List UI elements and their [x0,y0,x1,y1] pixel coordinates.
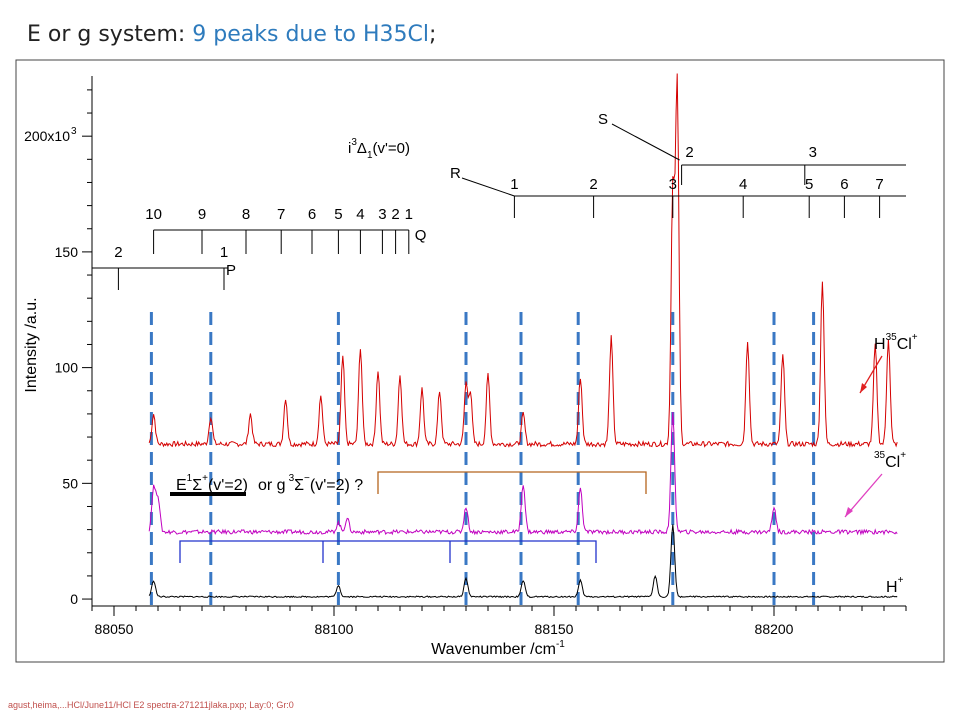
branch-r-number: 3 [669,176,677,193]
x-tick-label: 88150 [535,621,574,637]
g-state-label: or g 3Σ−(v'=2) ? [258,473,363,494]
trace-h35cl [148,73,898,449]
i-state-label: i3Δ1(v'=0) [348,137,410,161]
branch-q-number: 8 [242,206,250,223]
branch-r-number: 7 [875,176,883,193]
series-label-h: H+ [886,575,904,596]
trace-cl35 [148,411,898,536]
branch-r-number: 4 [739,176,747,193]
branch-q-number: 5 [334,206,342,223]
branch-r-number: 6 [840,176,848,193]
branch-q-number: 4 [356,206,364,223]
branch-q-number: 9 [198,206,206,223]
branch-p-number: 1 [220,244,228,261]
branch-q-number: 10 [145,206,162,223]
branch-q-number: 1 [405,206,413,223]
y-axis-label: Intensity /a.u. [23,297,40,392]
branch-r-number: 1 [510,176,518,193]
branch-p-label: P [226,262,236,279]
branch-q-number: 3 [378,206,386,223]
bracket-blue [179,540,597,563]
branch-p-number: 2 [114,244,122,261]
trace-h [148,524,898,599]
e-state-label: E1Σ+(v'=2) [170,473,248,496]
title-highlight: 9 peaks due to H35Cl [192,22,429,47]
series-label-cl35: 35Cl+ [874,450,906,471]
branch-r-number: 5 [805,176,813,193]
bracket-brown [377,471,647,494]
arrow-h35cl [859,355,883,394]
arrow-cl35 [844,473,883,518]
x-tick-label: 88050 [95,621,134,637]
slide-title: E or g system: 9 peaks due to H35Cl; [27,22,436,47]
x-tick-label: 88200 [755,621,794,637]
branch-q-number: 6 [308,206,316,223]
series-label-h35cl: H35Cl+ [874,332,918,353]
spectrum-traces [148,73,898,599]
y-tick-exponent: 3 [71,126,77,137]
x-tick-label: 88100 [315,621,354,637]
footer-source-path: agust,heima,...HCl/June11/HCl E2 spectra… [8,700,294,710]
branch-r-leader [461,177,515,197]
branch-s-number: 3 [809,144,817,161]
y-tick-label: 150 [55,244,79,260]
branch-s-number: 2 [685,144,693,161]
branch-q-label: Q [415,227,427,244]
title-suffix: ; [429,22,437,47]
branch-r-label: R [450,165,461,182]
y-tick-label: 0 [70,591,78,607]
branch-r-number: 2 [589,176,597,193]
dashed-markers [149,312,816,612]
branch-q-number: 2 [391,206,399,223]
branch-s-label: S [598,111,608,128]
branch-q-number: 7 [277,206,285,223]
y-tick-label: 100 [55,360,79,376]
chart-frame [15,59,945,663]
svg-text:E1Σ+(v'=2): E1Σ+(v'=2) [176,473,248,494]
x-axis-label: Wavenumber /cm-1 [431,639,565,658]
y-tick-label: 50 [62,475,78,491]
title-prefix: E or g system: [27,22,193,47]
branch-s-leader [611,123,680,161]
y-tick-label: 200x10 [24,128,70,144]
